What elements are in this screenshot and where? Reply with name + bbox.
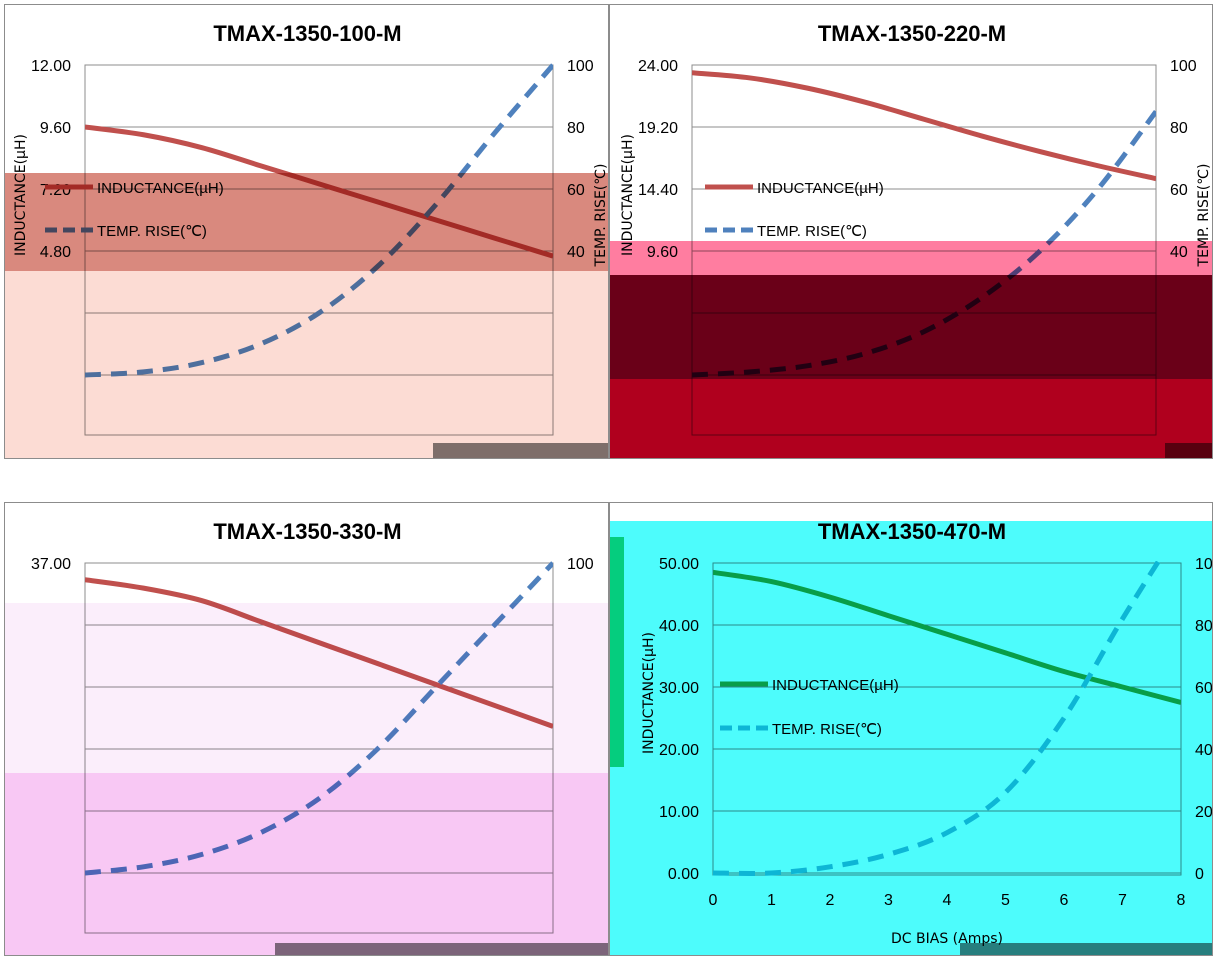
- chart-panel-330: TMAX-1350-330-M 37.00 100: [4, 502, 609, 956]
- artifact-band: [610, 241, 1212, 275]
- left-tick-label: 24.00: [638, 58, 678, 75]
- artifact-band: [610, 379, 1212, 458]
- chart-title: TMAX-1350-220-M: [818, 21, 1006, 46]
- artifact-band: [5, 773, 608, 955]
- left-axis-label: INDUCTANCE(µH): [620, 134, 636, 256]
- artifact-band: [1165, 443, 1212, 458]
- chart-panel-220: TMAX-1350-220-M24.0019.2014.409.60100806…: [609, 4, 1213, 459]
- inductance-line: [692, 70, 1156, 182]
- left-tick-label: 14.40: [638, 182, 678, 199]
- artifact-band: [610, 521, 1212, 955]
- artifact-band: [5, 603, 608, 773]
- left-tick-label: 12.00: [31, 58, 71, 75]
- left-tick-label: 9.60: [40, 120, 71, 137]
- chart-title: TMAX-1350-100-M: [213, 21, 401, 46]
- left-tick-label: 19.20: [638, 120, 678, 137]
- legend-inductance-label: INDUCTANCE(µH): [757, 180, 884, 197]
- chart-panel-470: TMAX-1350-470-M50.0040.0030.0020.0010.00…: [609, 502, 1213, 956]
- left-tick-label: 37.00: [31, 556, 71, 573]
- artifact-band: [610, 537, 624, 767]
- legend-temp-label: TEMP. RISE(℃): [757, 223, 867, 240]
- right-tick-label: 100: [567, 58, 594, 75]
- artifact-band: [5, 271, 608, 458]
- right-tick-label: 100: [1170, 58, 1197, 75]
- series-group: [692, 70, 1156, 182]
- chart-panel-100: TMAX-1350-100-M12.009.607.204.8010080604…: [4, 4, 609, 459]
- right-tick-label: 100: [567, 556, 594, 573]
- right-tick-label: 80: [567, 120, 585, 137]
- artifact-band: [610, 275, 1212, 379]
- artifact-band: [960, 943, 1212, 955]
- right-tick-label: 80: [1170, 120, 1188, 137]
- artifact-band: [5, 173, 608, 271]
- chart-title: TMAX-1350-330-M: [213, 519, 401, 544]
- artifact-band: [275, 943, 608, 955]
- artifact-band: [433, 443, 608, 458]
- right-tick-label: 60: [1170, 182, 1188, 199]
